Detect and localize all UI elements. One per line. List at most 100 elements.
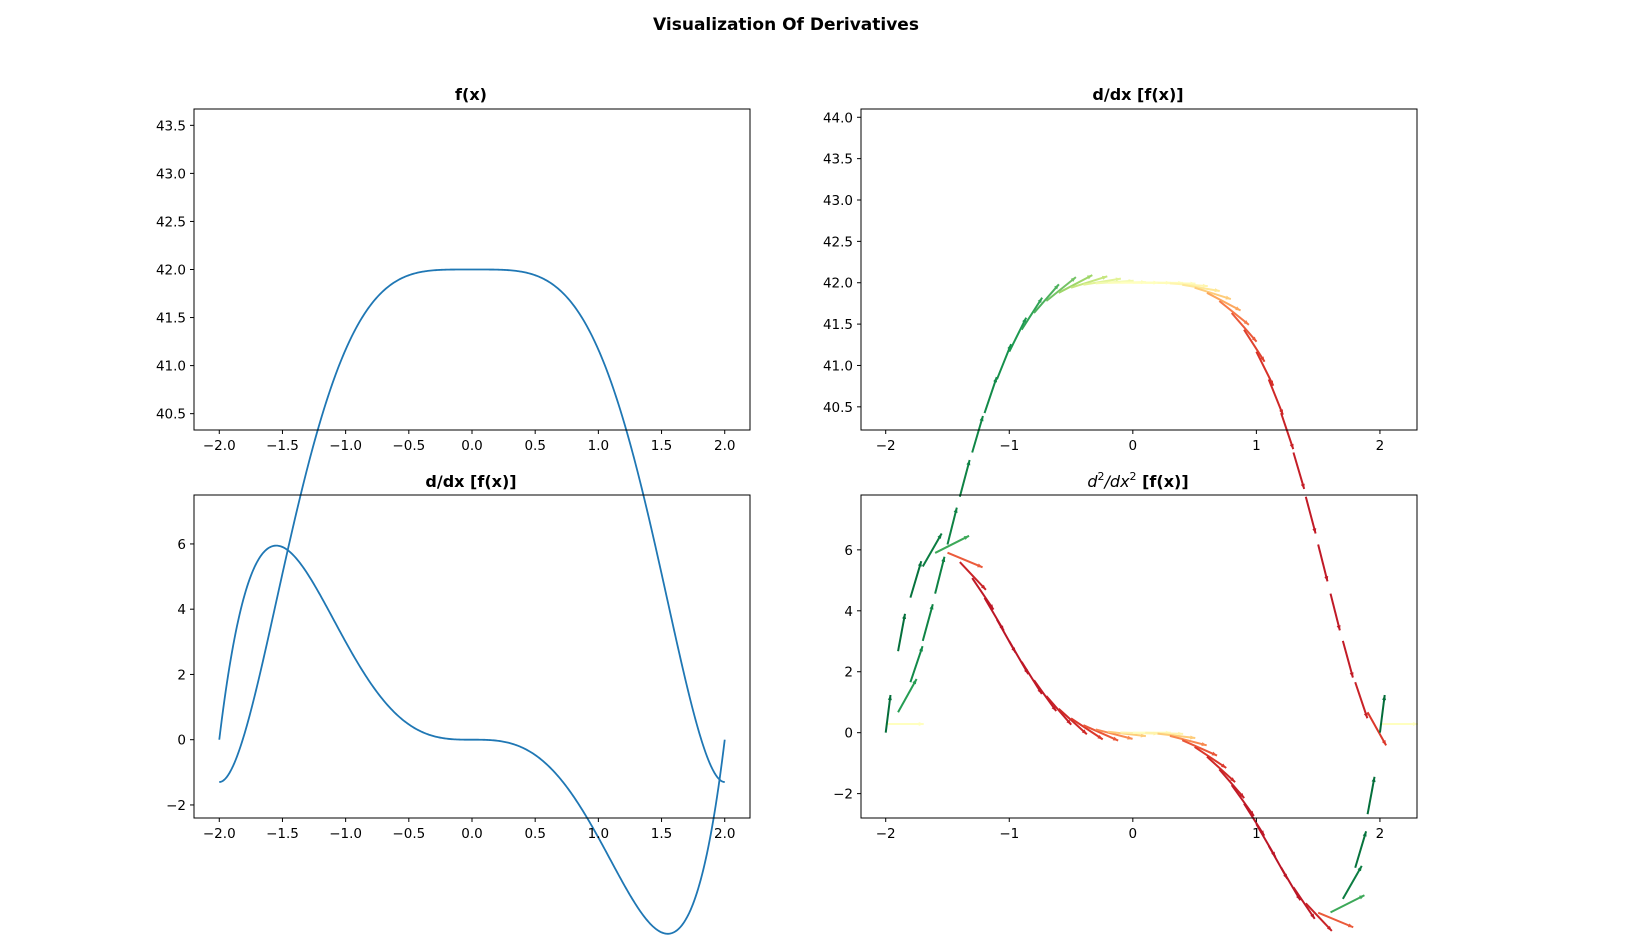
quiver-arrow-shaft [1366,776,1376,815]
quiver-arrow-shaft [1255,351,1275,387]
quiver-arrow [1194,286,1232,301]
quiver-arrow [897,678,918,713]
quiver-arrow-shaft [947,551,983,569]
quiver-arrow-head [1225,295,1231,300]
quiver-arrow-head [902,613,907,620]
quiver-arrow-shaft [1378,694,1386,733]
quiver-arrow-shaft [1230,784,1255,817]
x-tick-label: 0 [1129,826,1138,842]
panel-fx-ticks: −2.0 −1.5 −1.0 −0.5 0.0 0.5 1.0 1.5 2.0 40.5 41.0 4… [156,118,736,454]
x-tick-label: −2.0 [203,826,236,842]
quiver-arrow [1206,291,1242,312]
quiver-arrow [1267,379,1284,416]
quiver-arrow-shaft [1070,275,1108,289]
quiver-arrow [1082,724,1119,742]
x-tick-label: 1 [1252,826,1261,842]
quiver-arrow-shaft [1305,902,1333,932]
quiver-arrow-head [993,377,998,383]
quiver-arrow-head [1310,913,1315,919]
quiver-arrow [909,560,923,598]
quiver-arrow [921,603,934,642]
quiver-arrow [1070,275,1108,289]
quiver-arrow-head [1381,740,1387,746]
quiver-arrow [1194,746,1227,769]
quiver-arrow-shaft [1033,679,1057,712]
quiver-arrow-head [963,535,970,540]
quiver-arrow [971,415,984,453]
quiver-arrow-shaft [1082,724,1119,742]
quiver-arrow-head [1359,895,1365,900]
quiver-arrow-shaft [971,577,995,611]
quiver-arrow-head [1260,356,1265,362]
quiver-arrow [1354,681,1369,719]
quiver-arrow [934,556,946,594]
panel-fx-plot [219,268,725,783]
quiver-arrow-shaft [1341,865,1363,900]
y-tick-label: 0 [844,726,853,742]
quiver-arrow [1280,866,1302,901]
quiver-arrow-shaft [971,415,984,453]
quiver-arrow [1169,282,1208,288]
quiver-arrow-shaft [1182,283,1220,292]
quiver-arrow-head [937,533,942,539]
quiver-arrow-head [1326,925,1332,931]
quiver-arrow-shaft [1366,711,1387,746]
quiver-arrow [1304,496,1317,534]
quiver-arrow [1292,452,1306,490]
quiver-arrow-shaft [1317,911,1354,929]
quiver-arrow-shaft [1329,593,1341,631]
y-tick-label: −2 [833,787,853,803]
quiver-arrow-head [1190,735,1196,740]
quiver-arrow-shaft [909,645,924,683]
quiver-arrow-head [1081,729,1087,735]
x-tick-label: 0 [1129,438,1138,454]
quiver-arrow [995,343,1013,380]
quiver-arrow [1378,694,1387,733]
quiver-arrow [1095,728,1133,740]
quiver-arrow [1305,902,1333,932]
quiver-arrow-shaft [1045,695,1072,726]
quiver-arrow [1206,755,1236,783]
quiver-arrow-shaft [1230,312,1258,343]
quiver-arrow-head [1230,777,1236,783]
y-tick-label: 6 [177,537,186,553]
quiver-arrow-shaft [934,556,946,594]
panel-dfx-frame [193,494,751,819]
quiver-arrow-head [1201,742,1207,747]
x-tick-label: −1.0 [329,826,362,842]
x-tick-label: 2.0 [714,438,735,454]
quiver-arrow-shaft [884,694,892,733]
quiver-arrow-shaft [1280,866,1302,901]
series-line [218,544,726,935]
y-tick-label: 0 [177,733,186,749]
y-tick-label: 2 [844,665,853,681]
panel-dfx-ticks: −2.0 −1.5 −1.0 −0.5 0.0 0.5 1.0 1.5 2.0 −2 0 2 4 6 [166,537,735,842]
quiver-arrow-head [1235,306,1241,311]
quiver-arrow-head [1101,275,1108,280]
quiver-arrow-head [1289,443,1294,450]
quiver-arrow-head [1070,277,1076,282]
quiver-arrow-shaft [921,603,934,642]
quiver-arrow-head [977,563,983,568]
quiver-arrow [1330,894,1365,914]
quiver-arrow [1366,711,1387,746]
quiver-arrow-shaft [1058,274,1093,294]
quiver-arrow [1255,351,1275,387]
x-tick-label: 0.0 [461,826,482,842]
quiver-arrow-head [887,694,892,701]
quiver-arrow-shaft [1157,732,1196,740]
quiver-arrow-head [1140,733,1146,738]
quiver-arrow-head [1178,731,1184,736]
quiver-arrow-shaft [1218,300,1250,326]
quiver-arrow [1230,784,1255,817]
quiver-arrow [934,534,970,554]
quiver-arrow-head [1357,865,1362,872]
quiver-arrow-shaft [1304,496,1317,534]
quiver-arrow-shaft [909,560,923,598]
quiver-arrow [1280,412,1295,450]
quiver-arrow-head [979,416,984,422]
quiver-arrow-shaft [1243,329,1266,363]
quiver-arrow [1169,734,1207,747]
quiver-arrow [1020,297,1043,331]
